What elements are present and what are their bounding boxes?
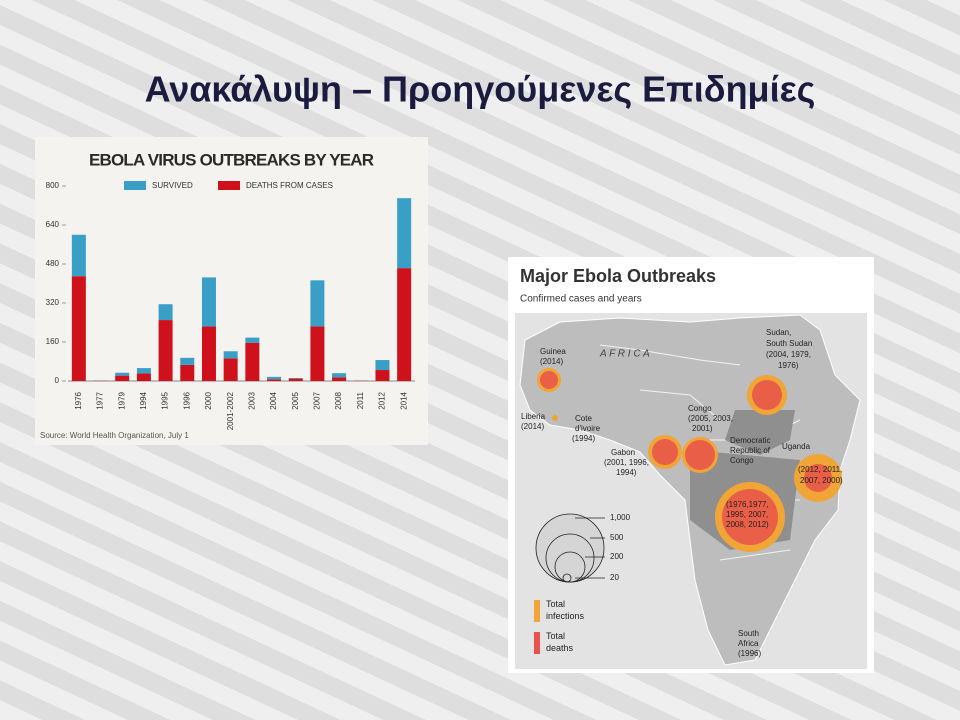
bar-segment: [245, 337, 260, 343]
outbreak-circle: [552, 415, 558, 421]
y-tick-label: 800: [46, 181, 60, 190]
bar-segment: [310, 280, 325, 327]
outbreak-circle: [540, 371, 558, 389]
bar-segment: [223, 351, 238, 359]
callout: Gabon (2001, 1996, 1994): [604, 448, 649, 477]
bar-segment: [375, 370, 390, 381]
bar-segment: [115, 375, 130, 381]
bar-segment: [158, 320, 173, 381]
slide-title: Ανακάλυψη – Προηγούμενες Επιδημίες: [145, 69, 816, 110]
x-tick-label: 2003: [247, 391, 256, 409]
outbreak-circle: [722, 489, 778, 545]
x-tick-label: 2007: [313, 391, 322, 409]
x-tick-label: 1996: [182, 391, 191, 409]
x-tick-label: 1979: [117, 391, 126, 409]
outbreak-circle: [652, 439, 678, 465]
map-title: Major Ebola Outbreaks: [520, 266, 716, 286]
callout: Liberia (2014): [521, 412, 546, 431]
y-tick-label: 160: [46, 337, 60, 346]
size-circle: [554, 551, 586, 583]
bar-segment: [332, 373, 347, 378]
outbreak-circle: [685, 440, 715, 470]
callout: (2012, 2011, 2007, 2000): [798, 465, 843, 485]
legend-swatch: [218, 181, 240, 190]
size-circle: [535, 513, 605, 583]
bar-segment: [180, 357, 195, 365]
bar-segment: [397, 268, 412, 381]
leader-lines: [575, 517, 605, 579]
bar-segment: [375, 360, 390, 371]
callout: Cote d'ivoire (1994): [572, 414, 601, 443]
map-subtitle: Confirmed cases and years: [520, 294, 642, 305]
callout: (1976,1977, 1995, 2007, 2008, 2012): [726, 500, 769, 529]
x-tick-label: 1977: [96, 391, 105, 409]
callout: Uganda: [782, 442, 811, 451]
legend-swatch: [534, 632, 540, 654]
bar-chart: EBOLA VIRUS OUTBREAKS BY YEAR Source: Wo…: [35, 137, 428, 445]
bar-segment: [332, 377, 347, 381]
y-tick-label: 480: [46, 259, 60, 268]
size-circle: [562, 573, 572, 583]
x-tick-label: 1994: [139, 391, 148, 409]
x-tick-label: 2001-2002: [226, 391, 235, 430]
size-label: 200: [610, 552, 624, 561]
y-tick-label: 320: [46, 298, 60, 307]
outbreak-circle: [752, 380, 782, 410]
legend-swatch: [534, 600, 540, 622]
death-circles: [540, 371, 832, 545]
bar-segment: [158, 304, 173, 321]
callout: Sudan, South Sudan (2004, 1979, 1976): [766, 328, 812, 370]
legend-label: Total infections: [546, 599, 585, 621]
x-tick-label: 2011: [356, 391, 365, 409]
bar-segment: [136, 373, 151, 381]
bar-segment: [288, 378, 303, 381]
x-tick-label: 2004: [269, 391, 278, 409]
size-label: 1,000: [610, 513, 631, 522]
x-tick-label: 2008: [334, 391, 343, 409]
bar-segment: [223, 358, 238, 381]
x-tick-label: 2014: [399, 391, 408, 409]
x-tick-label: 2000: [204, 391, 213, 409]
map-panel: Major Ebola Outbreaks Confirmed cases an…: [508, 257, 874, 673]
y-tick-label: 640: [46, 220, 60, 229]
outbreak-circle: [804, 464, 832, 492]
size-label: 500: [610, 533, 624, 542]
bar-segment: [201, 277, 216, 327]
bar-segment: [71, 276, 86, 381]
bar-segment: [267, 376, 282, 380]
callout: South Africa (1996): [738, 629, 761, 658]
x-tick-label: 1976: [74, 391, 83, 409]
bar-segment: [245, 342, 260, 381]
bar-segment: [310, 326, 325, 381]
legend-label: DEATHS FROM CASES: [246, 181, 333, 190]
callout: Congo (2005, 2003, 2001): [688, 404, 733, 433]
y-tick-label: 0: [55, 376, 60, 385]
region-label: A F R I C A: [599, 349, 650, 360]
bar-segment: [115, 372, 130, 376]
bar-segment: [136, 368, 151, 374]
x-tick-label: 2005: [291, 391, 300, 409]
bar-segment: [267, 379, 282, 381]
chart-source: Source: World Health Organization, July …: [40, 431, 189, 440]
legend-label: Total deaths: [546, 631, 574, 653]
legend-swatch: [124, 181, 146, 190]
bar-segment: [397, 198, 412, 269]
bar-segment: [180, 364, 195, 381]
legend-label: SURVIVED: [152, 181, 193, 190]
size-label: 20: [610, 573, 619, 582]
x-tick-label: 2012: [378, 391, 387, 409]
bar-segment: [71, 234, 86, 277]
size-legend-circles: [535, 513, 605, 583]
bar-segment: [201, 326, 216, 381]
callout: Democratic Republic of Congo: [730, 436, 771, 465]
chart-title: EBOLA VIRUS OUTBREAKS BY YEAR: [89, 150, 374, 169]
callout: Guinea (2014): [540, 347, 566, 366]
x-tick-label: 1995: [161, 391, 170, 409]
